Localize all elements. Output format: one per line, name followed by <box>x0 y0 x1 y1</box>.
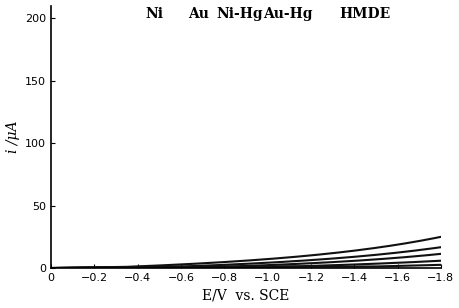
Text: Au: Au <box>188 7 208 21</box>
Text: HMDE: HMDE <box>339 7 390 21</box>
Text: Ni: Ni <box>145 7 162 21</box>
X-axis label: E/V  vs. SCE: E/V vs. SCE <box>202 289 289 302</box>
Text: Au-Hg: Au-Hg <box>263 7 312 21</box>
Text: Ni-Hg: Ni-Hg <box>216 7 262 21</box>
Y-axis label: i /μA: i /μA <box>6 121 20 153</box>
